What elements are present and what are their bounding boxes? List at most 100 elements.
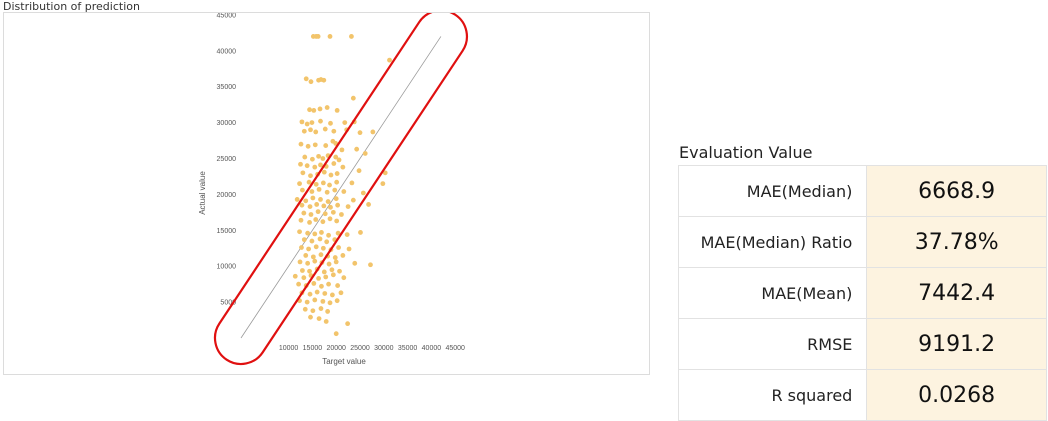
scatter-chart: 10000 15000 20000 25000 30000 35000 40000 45000… [198, 13, 469, 366]
scatter-point [337, 268, 342, 274]
scatter-point [301, 275, 307, 281]
scatter-point [330, 138, 336, 144]
y-tick-label: 35000 [217, 84, 237, 91]
y-tick-label: 30000 [217, 120, 237, 127]
scatter-point [300, 268, 305, 273]
eval-value: 6668.9 [866, 165, 1047, 217]
scatter-point [335, 230, 341, 236]
scatter-point [329, 267, 335, 273]
eval-row-mae-median: MAE(Median) 6668.9 [677, 165, 1047, 217]
scatter-point [311, 107, 317, 113]
scatter-point [309, 189, 315, 194]
scatter-point [306, 179, 312, 185]
scatter-point [339, 147, 345, 153]
reference-diagonal-line [240, 36, 442, 339]
scatter-point [303, 198, 309, 204]
scatter-point [317, 236, 323, 242]
scatter-point [334, 179, 340, 185]
scatter-point [382, 170, 388, 176]
x-tick-label: 40000 [422, 345, 442, 352]
scatter-point [321, 169, 327, 175]
scatter-point [314, 289, 320, 295]
scatter-point [318, 197, 323, 202]
x-tick-label: 35000 [398, 345, 418, 352]
scatter-point [352, 260, 358, 266]
scatter-point [334, 107, 340, 113]
scatter-point [370, 129, 376, 135]
scatter-point [324, 105, 330, 110]
scatter-point [342, 120, 348, 125]
scatter-point [302, 306, 308, 312]
scatter-point [318, 162, 323, 168]
scatter-point [328, 204, 333, 210]
scatter-point [301, 128, 307, 134]
scatter-point [315, 34, 321, 39]
scatter-point [304, 299, 310, 305]
scatter-point [307, 204, 313, 210]
scatter-point [305, 230, 311, 236]
scatter-point [316, 316, 322, 322]
scatter-point [334, 218, 340, 224]
scatter-point [354, 146, 360, 152]
scatter-point [292, 273, 298, 279]
scatter-point [306, 246, 311, 252]
scatter-point [300, 187, 305, 193]
scatter-point [380, 181, 386, 187]
scatter-point [334, 171, 340, 176]
scatter-point [320, 219, 326, 225]
scatter-point [327, 34, 333, 39]
scatter-point [301, 210, 307, 216]
scatter-point [327, 182, 332, 188]
scatter-point [305, 143, 311, 149]
x-tick-label: 45000 [445, 345, 465, 352]
scatter-point [333, 259, 339, 265]
scatter-point [308, 173, 313, 179]
scatter-point [349, 34, 354, 39]
scatter-point [319, 230, 324, 235]
evaluation-table: MAE(Median) 6668.9 MAE(Median) Ratio 37.… [677, 165, 1047, 421]
x-axis-label: Target value [322, 357, 366, 366]
evaluation-title: Evaluation Value [679, 143, 813, 162]
scatter-point [298, 161, 303, 167]
scatter-point [315, 209, 321, 215]
y-tick-label: 20000 [217, 192, 237, 199]
scatter-point [307, 107, 312, 113]
scatter-point [333, 331, 339, 337]
x-tick-label: 30000 [374, 345, 394, 352]
scatter-point [321, 77, 327, 83]
scatter-point [328, 172, 334, 178]
eval-row-mae-mean: MAE(Mean) 7442.4 [677, 267, 1047, 319]
scatter-point [305, 260, 311, 266]
scatter-point [387, 57, 392, 63]
scatter-point [297, 229, 302, 235]
scatter-point [330, 272, 336, 278]
scatter-point [299, 245, 304, 250]
eval-row-mae-median-ratio: MAE(Median) Ratio 37.78% [677, 216, 1047, 268]
scatter-point [316, 186, 322, 192]
scatter-chart-panel: 10000 15000 20000 25000 30000 35000 40000 45000… [3, 12, 650, 375]
scatter-point [331, 161, 337, 166]
scatter-point [325, 309, 331, 314]
scatter-point [326, 232, 331, 238]
scatter-point [313, 244, 319, 250]
scatter-point [338, 290, 344, 296]
scatter-point [294, 197, 300, 202]
scatter-point [312, 164, 318, 170]
scatter-point [336, 157, 342, 163]
eval-value: 7442.4 [866, 267, 1047, 319]
scatter-point [300, 170, 306, 176]
scatter-point [335, 283, 341, 288]
scatter-point [322, 211, 328, 217]
eval-label: R squared [677, 369, 868, 421]
eval-row-rmse: RMSE 9191.2 [677, 318, 1047, 370]
scatter-point [350, 95, 356, 101]
eval-value: 0.0268 [866, 369, 1047, 421]
scatter-point [325, 199, 331, 204]
scatter-point [340, 253, 346, 258]
scatter-point [345, 321, 351, 327]
scatter-point [332, 255, 338, 260]
y-tick-label: 25000 [217, 156, 237, 163]
scatter-point [321, 269, 327, 275]
scatter-point [313, 129, 319, 135]
scatter-point [350, 197, 356, 203]
